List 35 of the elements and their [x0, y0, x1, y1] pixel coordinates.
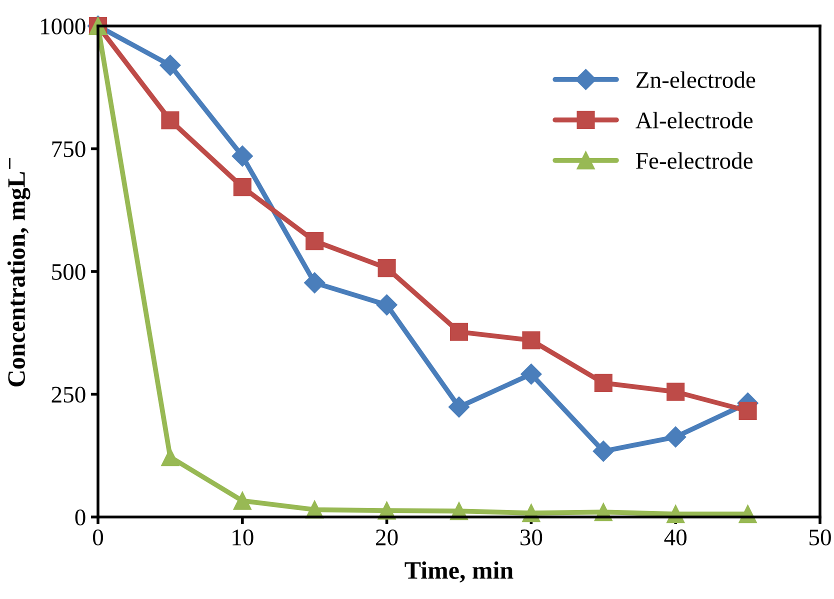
point: [450, 322, 468, 341]
point: [233, 178, 252, 196]
point: [520, 364, 542, 385]
point: [304, 272, 326, 294]
x-tick-label: 20: [376, 529, 398, 546]
point: [376, 294, 398, 316]
point: [594, 374, 612, 392]
point: [160, 54, 181, 76]
point: [738, 402, 757, 420]
y-tick-label: 1000: [41, 18, 86, 34]
y-tick-label: 0: [75, 509, 86, 526]
legend-label: Fe-electrode: [636, 152, 753, 169]
x-axis-title: Time, min: [404, 561, 514, 583]
point: [161, 448, 180, 466]
x-tick-label: 50: [810, 529, 831, 546]
point: [161, 111, 180, 130]
y-tick-label: 250: [52, 386, 86, 403]
y-tick-label: 500: [52, 264, 86, 280]
x-tick-label: 0: [92, 529, 104, 546]
point: [592, 440, 614, 462]
point: [378, 259, 396, 278]
y-axis-title: Concentration, mgL$^{−}$: [7, 158, 30, 386]
point: [665, 426, 686, 448]
x-tick-label: 30: [520, 529, 542, 546]
point: [306, 232, 324, 250]
y-tick-label: 750: [52, 141, 86, 158]
point: [233, 492, 252, 510]
x-tick-label: 40: [664, 529, 687, 546]
point: [448, 396, 470, 418]
legend-label: Al-electrode: [636, 112, 753, 128]
point: [522, 331, 540, 350]
legend-label: Zn-electrode: [636, 71, 756, 88]
point: [232, 146, 253, 167]
point: [666, 382, 685, 401]
x-tick-label: 10: [232, 529, 254, 546]
